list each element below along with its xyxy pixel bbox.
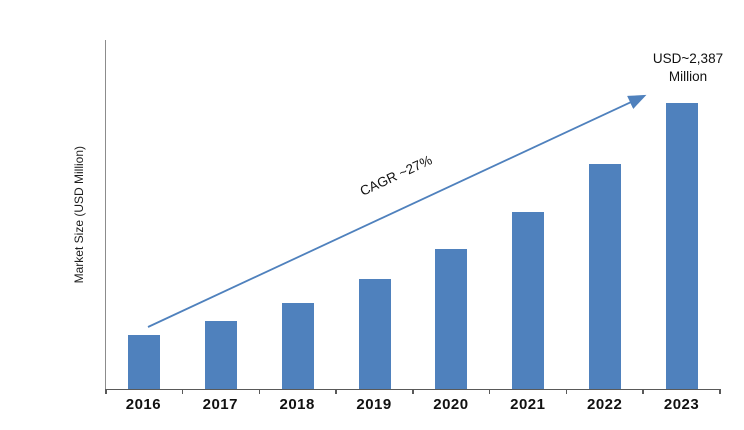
- plot-area: [105, 40, 721, 394]
- bar-slot-2022: [567, 164, 644, 389]
- x-axis-tick: [105, 389, 107, 394]
- x-axis-labels: 2016 2017 2018 2019 2020 2021 2022 2023: [105, 396, 720, 413]
- end-value-annotation: USD~2,387 Million: [653, 50, 723, 86]
- x-axis-tick: [258, 389, 260, 394]
- x-axis-label-2016: 2016: [125, 396, 162, 413]
- bar-slot-2019: [336, 279, 413, 389]
- x-axis-tick: [181, 389, 184, 394]
- bar-slot-2016: [106, 335, 183, 389]
- end-value-line1: USD~2,387: [652, 51, 724, 66]
- x-axis-tick: [565, 389, 567, 394]
- x-axis-tick: [488, 389, 491, 394]
- bar-slot-2023: [643, 103, 720, 389]
- x-axis-tick: [642, 389, 644, 394]
- bar-2018: [281, 303, 314, 389]
- y-axis-title: Market Size (USD Million): [72, 146, 86, 284]
- x-axis-label-2021: 2021: [510, 396, 546, 413]
- y-axis-title-wrap: Market Size (USD Million): [72, 40, 86, 390]
- x-axis-label-2020: 2020: [433, 396, 469, 413]
- bar-2022: [588, 164, 621, 389]
- bar-slot-2021: [490, 212, 567, 389]
- x-axis-tick: [719, 389, 721, 394]
- x-axis-tick: [412, 389, 414, 394]
- x-axis-tick: [335, 389, 337, 394]
- bar-2021: [512, 212, 545, 389]
- bar-2023: [665, 103, 698, 389]
- bar-2019: [358, 279, 391, 389]
- x-axis-label-2022: 2022: [587, 396, 623, 413]
- bar-slot-2020: [413, 249, 490, 389]
- bar-slot-2018: [260, 303, 337, 389]
- bar-slot-2017: [183, 321, 260, 389]
- end-value-line2: Million: [668, 69, 708, 85]
- bar-2017: [205, 321, 238, 389]
- x-axis-label-2018: 2018: [279, 396, 315, 413]
- x-axis-label-2023: 2023: [663, 396, 700, 413]
- bar-2016: [128, 335, 161, 389]
- x-axis-label-2017: 2017: [202, 396, 238, 413]
- x-axis-label-2019: 2019: [356, 396, 392, 413]
- bar-2020: [435, 249, 468, 389]
